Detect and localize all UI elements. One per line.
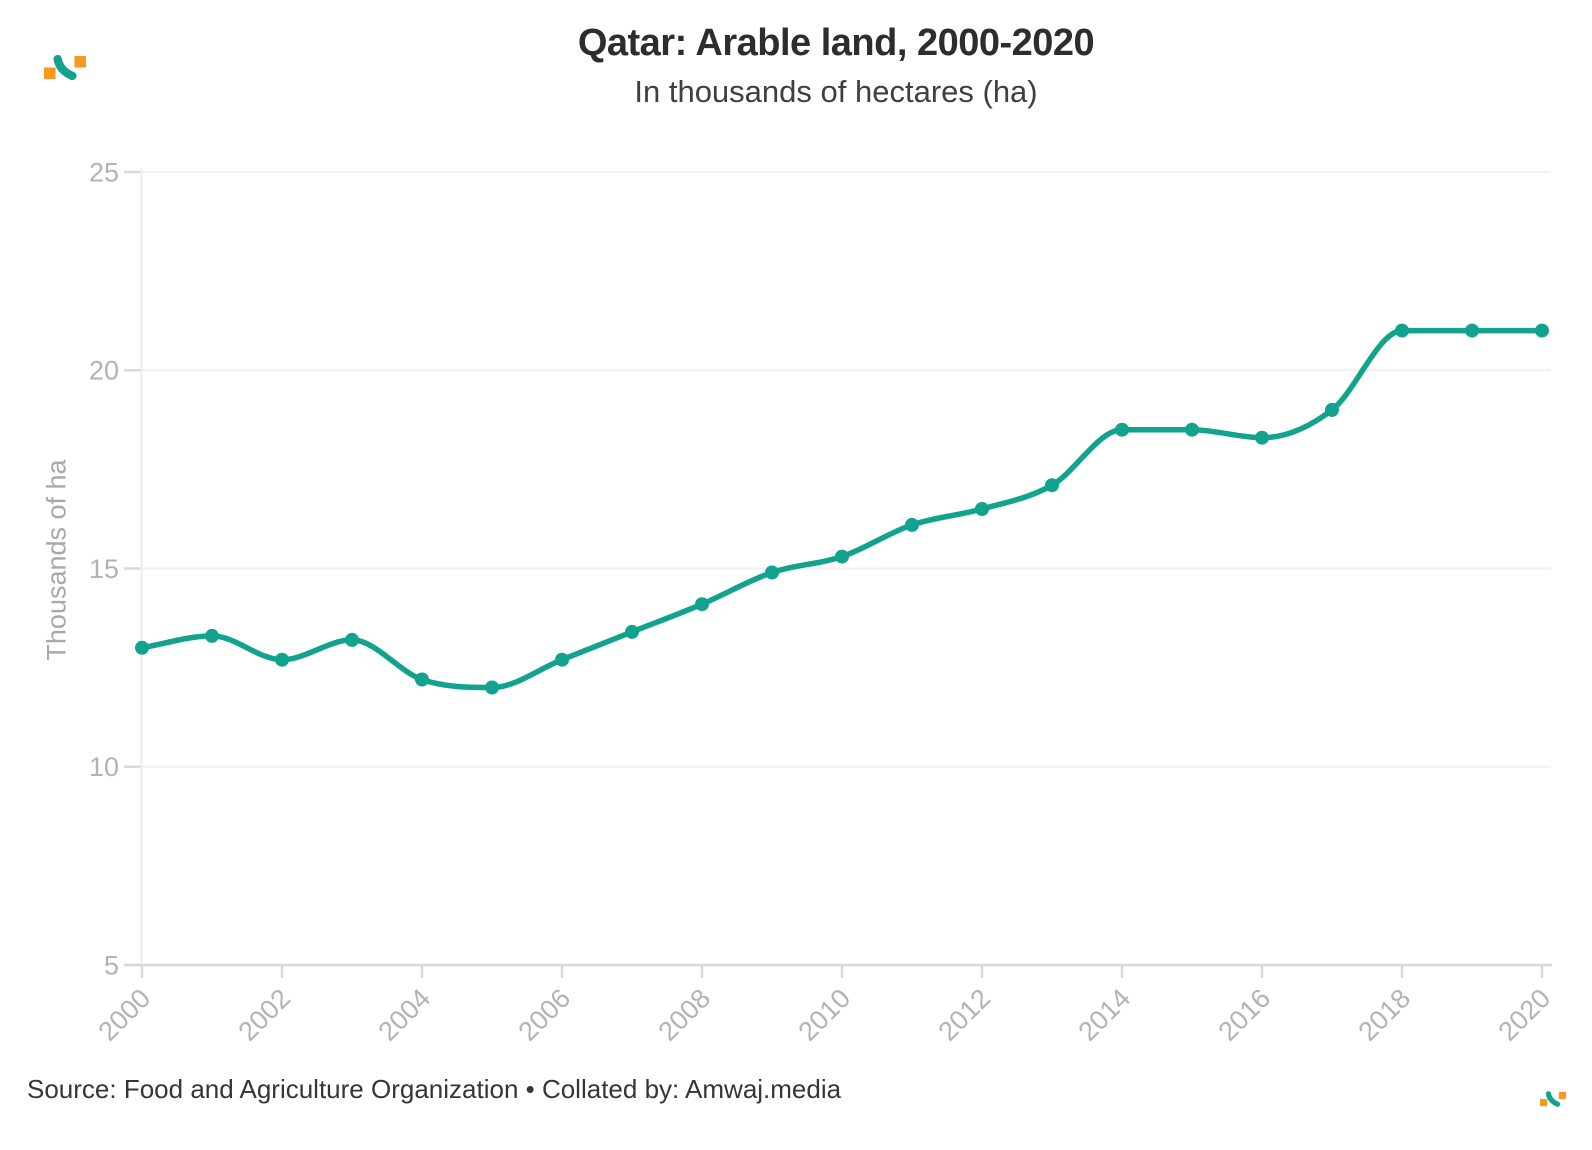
- chart-subtitle: In thousands of hectares (ha): [634, 74, 1038, 109]
- data-point-2003[interactable]: [345, 632, 359, 647]
- data-point-2010[interactable]: [835, 549, 849, 564]
- data-point-2009[interactable]: [765, 565, 779, 580]
- x-tick-label: 2010: [793, 983, 857, 1047]
- data-point-2019[interactable]: [1465, 323, 1479, 338]
- data-point-2001[interactable]: [205, 628, 219, 643]
- x-tick-label: 2004: [373, 983, 437, 1047]
- chart-header: Qatar: Arable land, 2000-2020 In thousan…: [120, 22, 1552, 110]
- data-point-2004[interactable]: [415, 672, 429, 687]
- x-tick-label: 2008: [653, 983, 717, 1047]
- y-tick-label: 20: [89, 356, 119, 386]
- data-point-2011[interactable]: [905, 517, 919, 532]
- source-note: Source: Food and Agriculture Organizatio…: [27, 1074, 842, 1104]
- x-tick-label: 2000: [93, 983, 157, 1047]
- data-point-2007[interactable]: [625, 624, 639, 639]
- data-point-2015[interactable]: [1185, 422, 1199, 437]
- y-tick-label: 10: [89, 752, 119, 782]
- x-tick-label: 2018: [1353, 983, 1417, 1047]
- data-point-2020[interactable]: [1535, 323, 1549, 338]
- data-point-2013[interactable]: [1045, 478, 1059, 493]
- data-point-2018[interactable]: [1395, 323, 1409, 338]
- data-point-2002[interactable]: [275, 652, 289, 667]
- x-tick-label: 2002: [233, 983, 297, 1047]
- data-point-2000[interactable]: [135, 640, 149, 655]
- x-tick-label: 2020: [1493, 983, 1557, 1047]
- data-point-2017[interactable]: [1325, 402, 1339, 417]
- y-tick-label: 15: [89, 554, 119, 584]
- chart-title: Qatar: Arable land, 2000-2020: [577, 22, 1095, 64]
- y-tick-label: 25: [89, 157, 119, 187]
- data-point-2008[interactable]: [695, 597, 709, 612]
- x-tick-label: 2012: [933, 983, 997, 1047]
- x-tick-label: 2014: [1073, 983, 1137, 1047]
- y-tick-label: 5: [104, 950, 119, 980]
- amwaj-logo-icon: [44, 55, 86, 80]
- x-tick-label: 2006: [513, 983, 577, 1047]
- data-point-2016[interactable]: [1255, 430, 1269, 445]
- data-point-2012[interactable]: [975, 502, 989, 516]
- data-point-2006[interactable]: [555, 652, 569, 667]
- data-point-2014[interactable]: [1115, 422, 1129, 437]
- x-tick-label: 2016: [1213, 983, 1277, 1047]
- amwaj-logo-icon-small: [1540, 1091, 1566, 1107]
- data-point-2005[interactable]: [485, 680, 499, 695]
